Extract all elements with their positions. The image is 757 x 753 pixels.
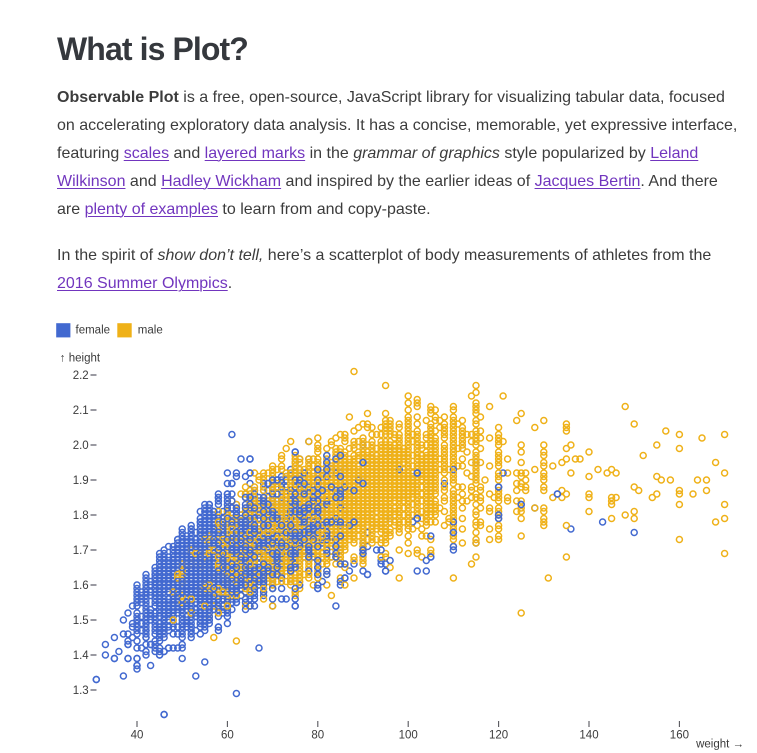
svg-text:100: 100 — [399, 730, 418, 742]
svg-text:2.0: 2.0 — [73, 440, 89, 452]
svg-text:2.2: 2.2 — [73, 370, 89, 382]
svg-text:1.5: 1.5 — [73, 615, 89, 627]
svg-text:2.1: 2.1 — [73, 405, 89, 417]
svg-text:60: 60 — [221, 730, 234, 742]
svg-text:140: 140 — [579, 730, 598, 742]
svg-text:female: female — [76, 324, 111, 336]
svg-text:1.7: 1.7 — [73, 545, 89, 557]
svg-text:1.3: 1.3 — [73, 685, 89, 697]
svg-text:80: 80 — [311, 730, 324, 742]
svg-text:160: 160 — [670, 730, 689, 742]
svg-text:↑ height: ↑ height — [60, 352, 101, 364]
svg-text:1.6: 1.6 — [73, 580, 89, 592]
svg-text:1.9: 1.9 — [73, 475, 89, 487]
svg-text:1.4: 1.4 — [73, 650, 90, 662]
svg-text:1.8: 1.8 — [73, 510, 89, 522]
svg-text:male: male — [138, 324, 163, 336]
svg-text:40: 40 — [131, 730, 144, 742]
svg-text:weight →: weight → — [695, 739, 744, 751]
svg-text:120: 120 — [489, 730, 508, 742]
